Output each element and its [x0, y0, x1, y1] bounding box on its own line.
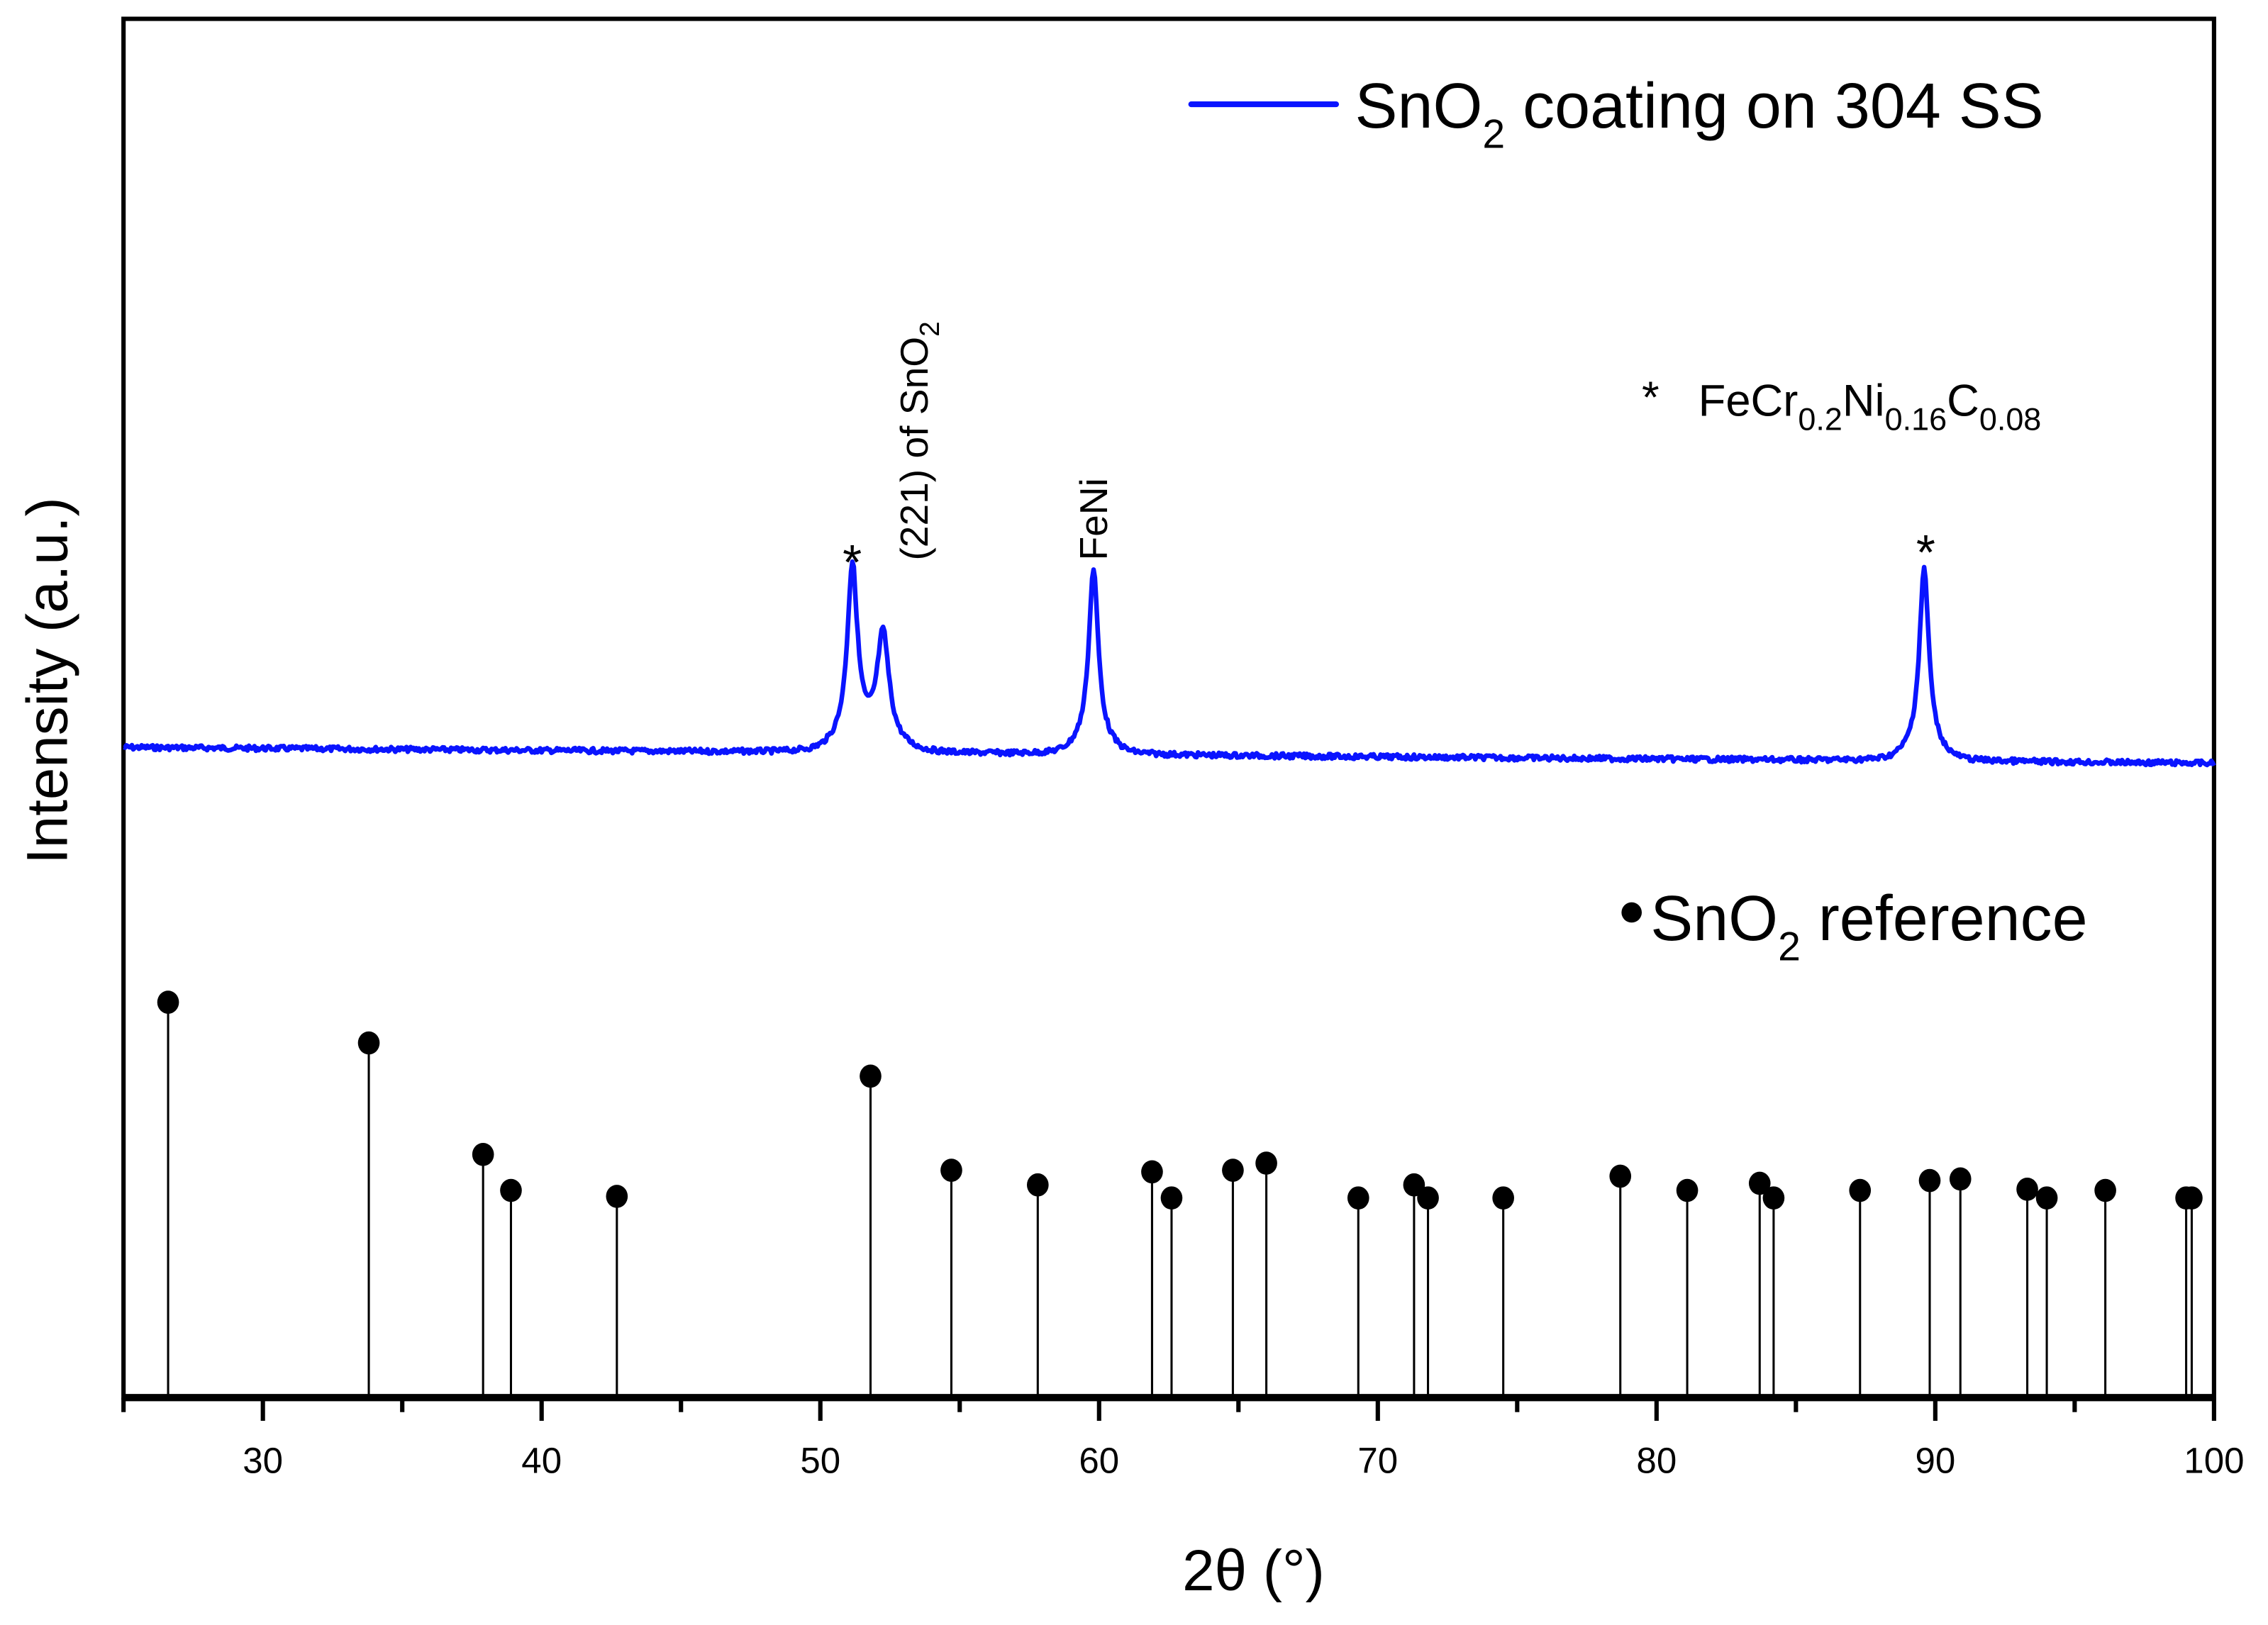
reference-marker [1026, 1173, 1049, 1197]
x-tick-label: 50 [800, 1441, 840, 1481]
reference-marker [1417, 1186, 1439, 1210]
reference-marker [1676, 1178, 1699, 1202]
reference-marker [1160, 1186, 1183, 1210]
x-axis-title: 2θ (°) [1182, 1539, 1325, 1603]
reference-marker [1762, 1186, 1785, 1210]
reference-marker [500, 1178, 522, 1202]
reference-marker [357, 1031, 380, 1055]
phase-label: FeCr0.2Ni0.16C0.08 [1699, 376, 2042, 437]
reference-marker [1141, 1160, 1163, 1184]
reference-marker [2035, 1186, 2058, 1210]
reference-marker [1255, 1151, 1277, 1175]
legend-reference-label: SnO2 reference [1650, 883, 2087, 970]
reference-marker [1403, 1173, 1425, 1197]
xrd-curve-sno2-coating [122, 559, 2216, 768]
asterisk-icon: * [1642, 373, 1660, 423]
x-tick-label: 40 [521, 1441, 562, 1481]
x-tick-label: 70 [1357, 1441, 1398, 1481]
reference-marker [2181, 1186, 2203, 1210]
sno2-reference-stems [157, 990, 2203, 1398]
x-tick-label: 80 [1636, 1441, 1677, 1481]
reference-marker [1748, 1171, 1771, 1195]
peak-marker-star-89: * [1916, 525, 1935, 580]
reference-marker [1849, 1178, 1872, 1202]
reference-marker [1609, 1164, 1632, 1188]
peak-annotation-221: (221) of SnO2 [892, 321, 945, 560]
x-axis-tick-labels: 30 40 50 60 70 80 90 100 [243, 1441, 2244, 1481]
reference-marker [2016, 1178, 2038, 1201]
reference-marker [1949, 1167, 1972, 1191]
reference-marker [1918, 1168, 1941, 1193]
x-axis-ticks [121, 1397, 2216, 1421]
legend-coating-label: SnO2 coating on 304 SS [1355, 71, 2044, 157]
reference-marker [606, 1185, 628, 1208]
reference-marker [2094, 1178, 2116, 1202]
peak-annotation-feni: FeNi [1072, 478, 1116, 560]
reference-marker [472, 1142, 494, 1166]
phase-legend: * FeCr0.2Ni0.16C0.08 [1642, 373, 2041, 437]
reference-marker [1222, 1158, 1244, 1182]
x-tick-label: 60 [1079, 1441, 1119, 1481]
legend-coating: SnO2 coating on 304 SS [1188, 71, 2044, 157]
reference-marker [1492, 1186, 1514, 1210]
reference-marker [860, 1064, 882, 1088]
reference-marker [1347, 1186, 1369, 1210]
x-tick-label: 90 [1915, 1441, 1955, 1481]
x-tick-label: 100 [2184, 1441, 2244, 1481]
reference-marker [940, 1158, 962, 1182]
peak-marker-star-51: * [843, 535, 862, 590]
legend-reference: SnO2 reference [1621, 883, 2088, 970]
reference-marker [157, 990, 179, 1014]
y-axis-title: Intensity (a.u.) [15, 497, 79, 864]
x-tick-label: 30 [243, 1441, 283, 1481]
legend-dot-icon [1621, 902, 1642, 923]
